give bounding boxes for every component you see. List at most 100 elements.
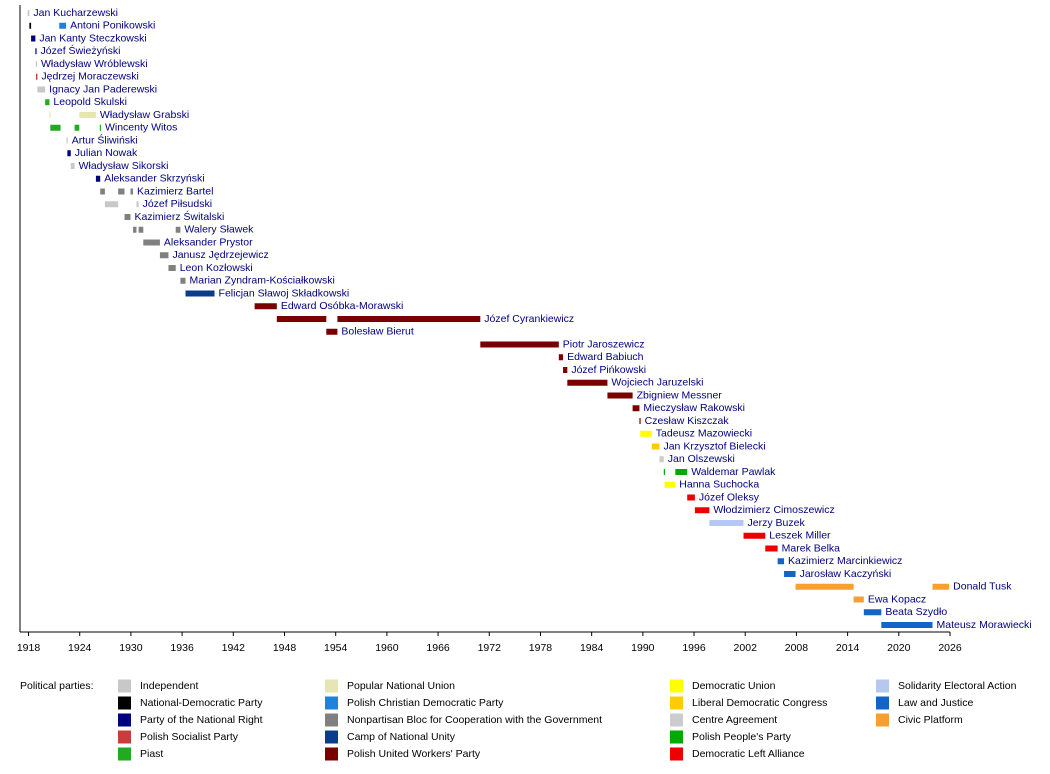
legend-swatch [325, 679, 338, 693]
legend-swatch [670, 679, 683, 693]
x-tick-label: 1978 [529, 642, 553, 654]
legend-label: Independent [140, 680, 198, 692]
term-bar [79, 112, 96, 118]
term-bar [138, 226, 144, 233]
term-bar [777, 558, 785, 565]
legend-swatch [118, 747, 131, 761]
x-tick-label: 1996 [682, 642, 706, 654]
term-bar [27, 10, 30, 16]
minister-name: Kazimierz Marcinkiewicz [788, 555, 902, 567]
term-bar [136, 201, 139, 208]
term-bar [35, 48, 37, 55]
term-bar [66, 137, 68, 144]
minister-name: Beata Szydło [885, 606, 947, 618]
minister-name: Jan Kucharzewski [33, 7, 118, 19]
legend-label: Centre Agreement [692, 714, 777, 726]
minister-name: Felicjan Sławoj Składkowski [219, 287, 350, 299]
term-bar [709, 520, 744, 526]
x-tick-label: 2020 [887, 642, 911, 654]
minister-name: Mieczysław Rakowski [643, 402, 745, 414]
minister-name: Janusz Jędrzejewicz [172, 249, 268, 261]
legend-swatch [876, 713, 889, 727]
term-bar [687, 494, 695, 501]
minister-name: Jędrzej Moraczewski [41, 71, 138, 83]
x-tick-label: 1984 [580, 642, 604, 654]
x-tick-label: 1942 [222, 642, 246, 654]
term-bar [180, 277, 186, 284]
x-tick-label: 1918 [17, 642, 41, 654]
minister-name: Antoni Ponikowski [70, 20, 155, 32]
term-bar [640, 430, 652, 437]
minister-name: Władysław Grabski [100, 109, 189, 121]
legend-swatch [325, 696, 338, 710]
term-bar [651, 443, 660, 450]
term-bar [881, 622, 933, 628]
legend-label: Party of the National Right [140, 714, 263, 726]
minister-name: Marian Zyndram-Kościałkowski [190, 275, 335, 287]
minister-name: Zbigniew Messner [637, 389, 723, 401]
term-bar [185, 290, 215, 297]
minister-name: Piotr Jaroszewicz [563, 338, 645, 350]
legend-label: Polish Socialist Party [140, 731, 239, 743]
minister-name: Edward Osóbka-Morawski [281, 300, 404, 312]
legend-label: Polish Christian Democratic Party [347, 697, 504, 709]
legend-swatch [325, 747, 338, 761]
legend-swatch [325, 730, 338, 744]
term-bar [35, 61, 37, 67]
term-bar [639, 418, 641, 424]
term-bar [35, 73, 38, 80]
x-tick-label: 1960 [375, 642, 399, 654]
minister-name: Józef Cyrankiewicz [484, 313, 574, 325]
term-bar [853, 596, 864, 603]
minister-name: Ewa Kopacz [868, 593, 926, 605]
legend-swatch [670, 730, 683, 744]
minister-name: Leszek Miller [769, 530, 831, 542]
legend-label: Law and Justice [898, 697, 973, 709]
term-bar [45, 99, 50, 106]
term-bar [254, 303, 277, 310]
x-tick-label: 1966 [426, 642, 450, 654]
legend-swatch [876, 679, 889, 693]
minister-name: Władysław Wróblewski [41, 58, 148, 70]
legend-label: Nonpartisan Bloc for Cooperation with th… [347, 714, 602, 726]
minister-name: Bolesław Bierut [341, 326, 413, 338]
x-tick-label: 2002 [734, 642, 758, 654]
minister-name: Ignacy Jan Paderewski [49, 83, 157, 95]
legend-label: Piast [140, 748, 163, 760]
legend-swatch [118, 696, 131, 710]
x-tick-label: 1954 [324, 642, 348, 654]
minister-name: Donald Tusk [953, 581, 1012, 593]
x-tick-label: 2026 [938, 642, 962, 654]
term-bar [632, 405, 640, 412]
term-bar [659, 456, 664, 463]
x-tick-label: 1990 [631, 642, 655, 654]
minister-name: Jerzy Buzek [748, 517, 806, 529]
minister-name: Jan Kanty Steczkowski [39, 32, 146, 44]
minister-name: Artur Śliwiński [72, 133, 138, 146]
term-bar [480, 341, 559, 348]
term-bar [765, 545, 778, 552]
term-bar [558, 354, 564, 361]
term-bar [784, 571, 796, 577]
term-bar [59, 22, 67, 29]
term-bar [67, 150, 71, 157]
minister-name: Aleksander Skrzyński [104, 173, 204, 185]
term-bar [567, 379, 608, 386]
term-bar [143, 239, 160, 246]
term-bar [133, 226, 137, 233]
legend-swatch [670, 747, 683, 761]
minister-name: Włodzimierz Cimoszewicz [713, 504, 834, 516]
x-tick-label: 1972 [478, 642, 502, 654]
term-bar [74, 124, 80, 131]
legend-title: Political parties: [20, 680, 94, 692]
x-tick-label: 2008 [785, 642, 809, 654]
legend-label: Solidarity Electoral Action [898, 680, 1017, 692]
legend-swatch [118, 679, 131, 693]
term-bar [104, 201, 119, 208]
legend-label: Democratic Union [692, 680, 776, 692]
legend-swatch [118, 730, 131, 744]
minister-name: Waldemar Pawlak [691, 466, 776, 478]
term-bar [863, 609, 882, 616]
term-bar [124, 214, 131, 220]
minister-name: Józef Pińkowski [571, 364, 646, 376]
